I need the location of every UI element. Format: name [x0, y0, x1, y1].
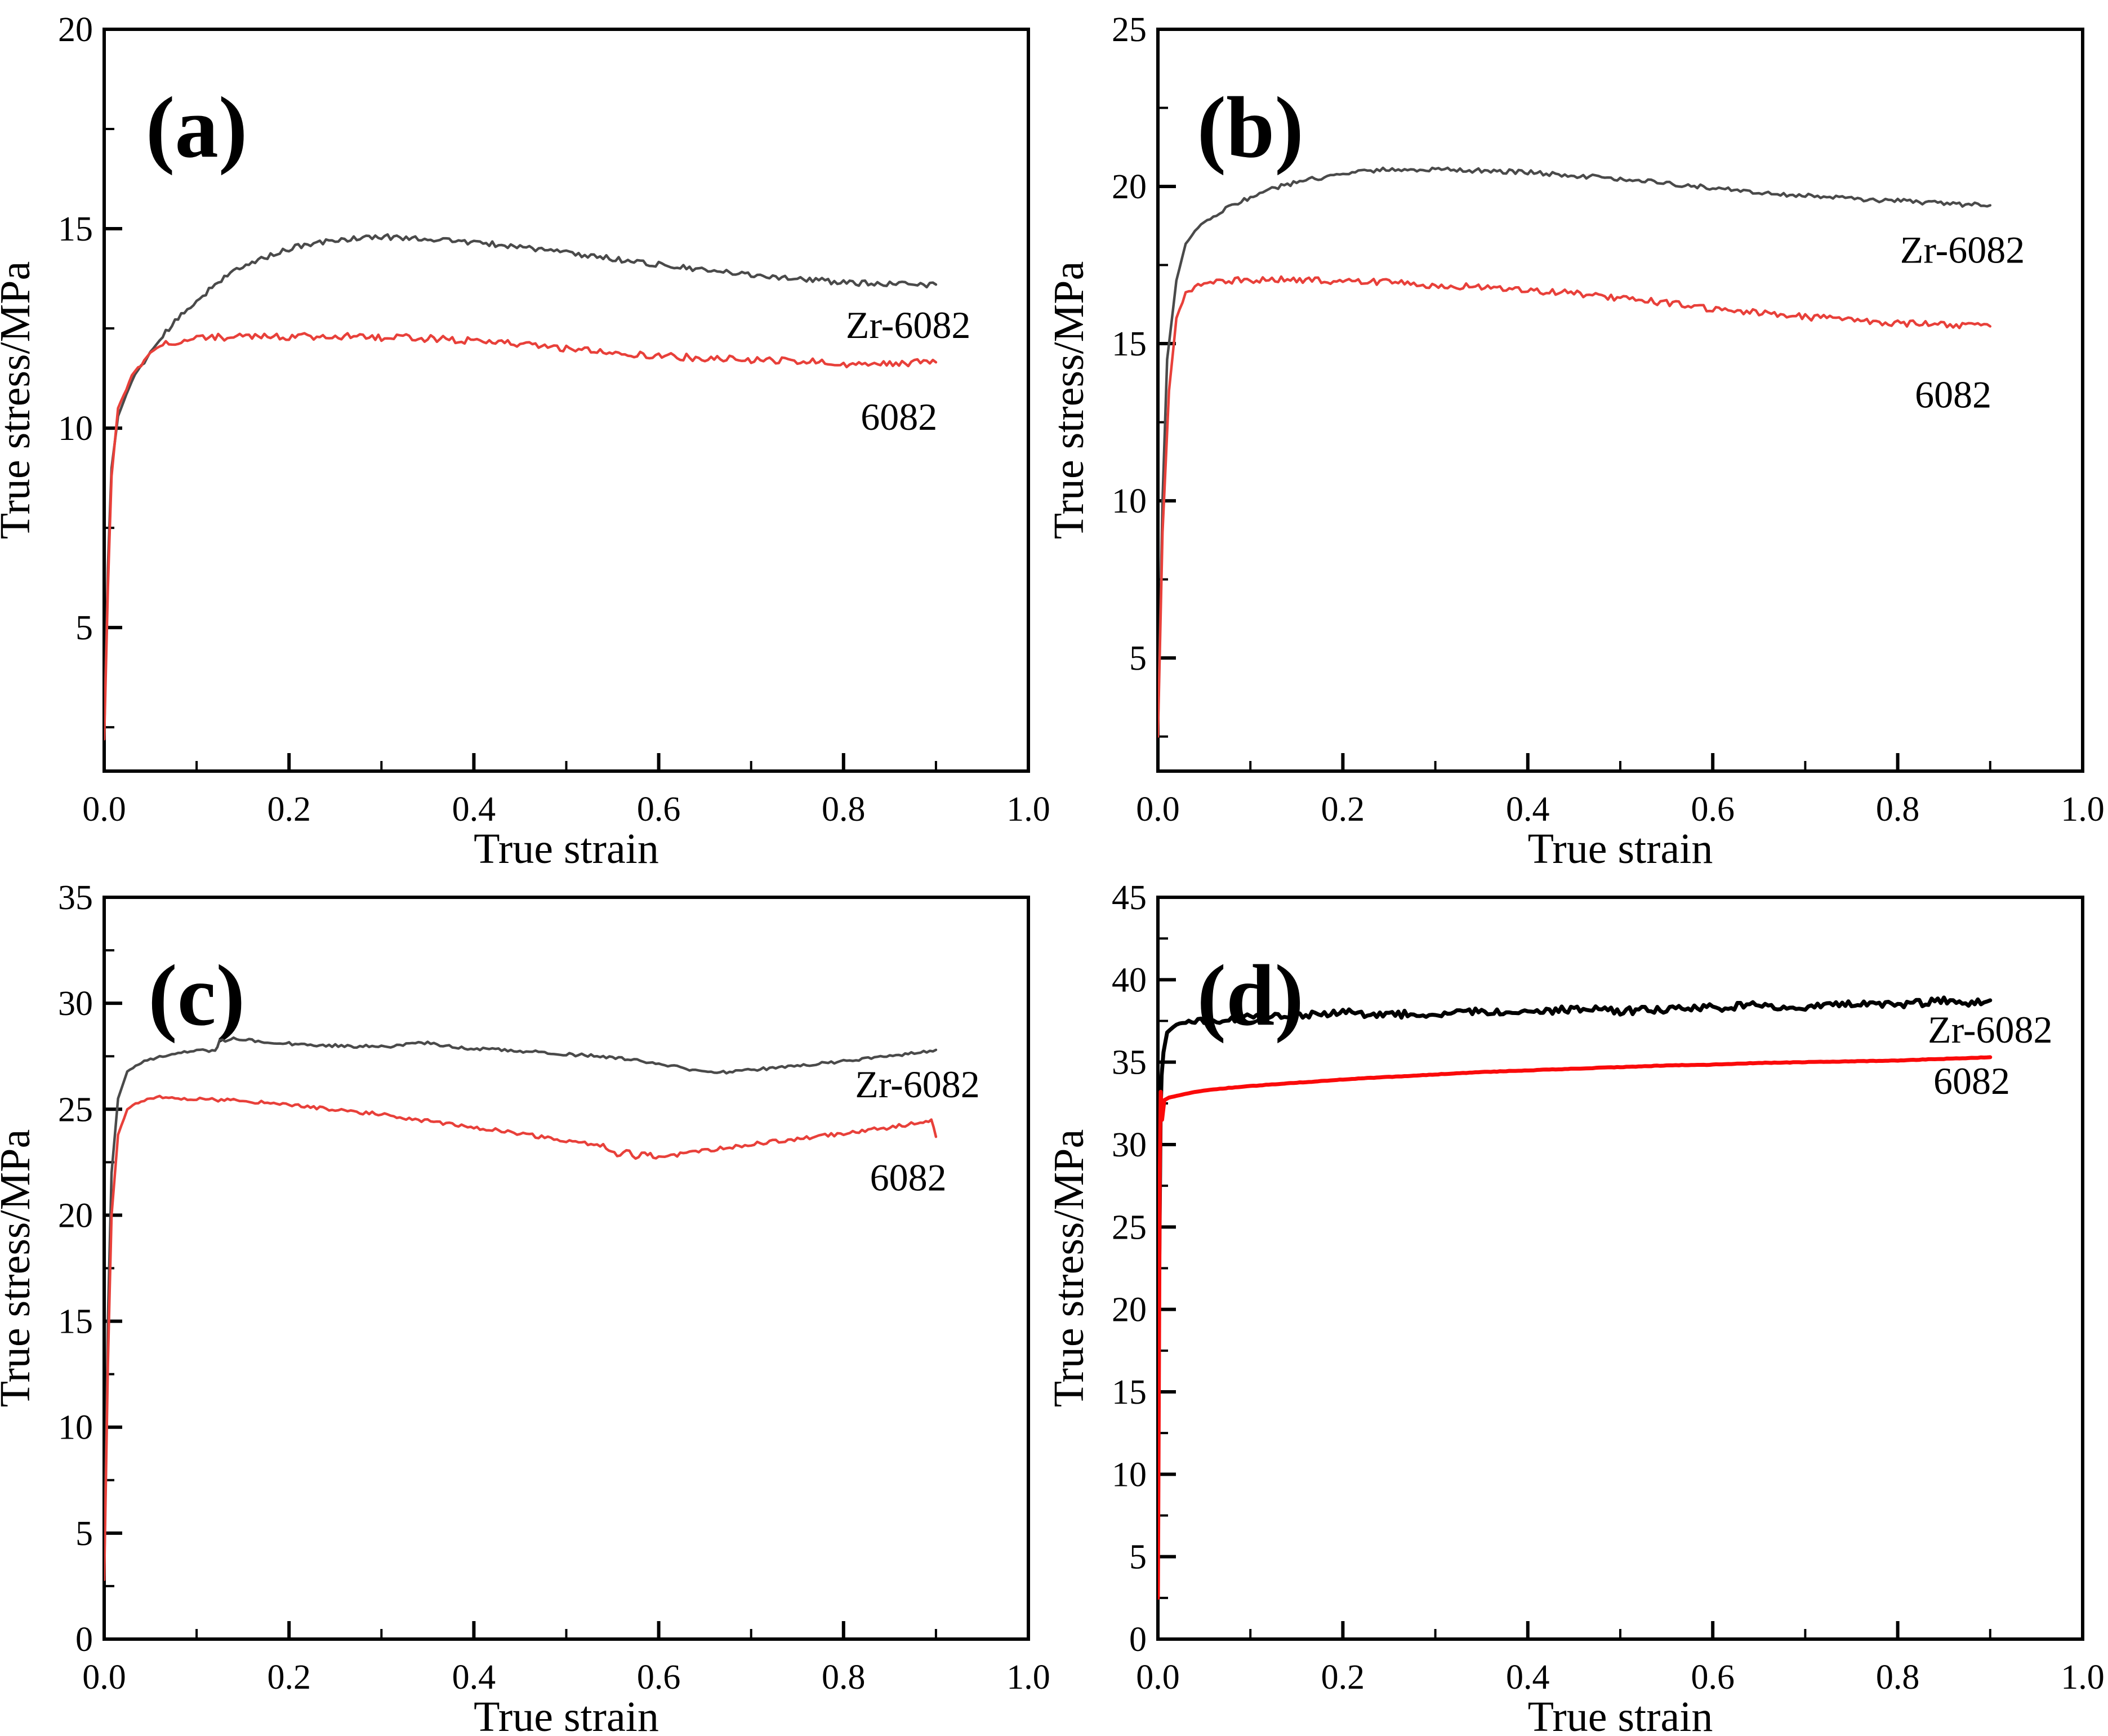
x-tick-label: 0.2 — [267, 1658, 311, 1697]
y-tick-label: 15 — [1112, 1373, 1147, 1412]
y-axis-title: True stress/MPa — [1054, 261, 1093, 539]
y-tick-label: 45 — [1112, 879, 1147, 917]
y-tick-label: 35 — [1112, 1044, 1147, 1082]
series-label-zr-6082: Zr-6082 — [1928, 1008, 2052, 1051]
y-tick-label: 5 — [1129, 1538, 1147, 1577]
x-tick-label: 0.4 — [452, 790, 496, 829]
x-tick-label: 1.0 — [2061, 1658, 2105, 1697]
x-tick-label: 0.4 — [1506, 790, 1550, 829]
y-tick-label: 20 — [1112, 1291, 1147, 1329]
x-axis-title: True strain — [1528, 825, 1713, 868]
series-curve-zr-6082 — [1158, 166, 1992, 735]
x-tick-label: 1.0 — [2061, 790, 2105, 829]
x-axis-title: True strain — [474, 1693, 659, 1736]
y-tick-label: 5 — [75, 1515, 93, 1553]
series-curve-6082 — [1158, 1055, 1993, 1600]
y-tick-label: 10 — [1112, 1455, 1147, 1494]
x-tick-label: 0.2 — [1321, 1658, 1365, 1697]
x-tick-label: 1.0 — [1006, 790, 1050, 829]
x-tick-label: 1.0 — [1006, 1658, 1050, 1697]
panel-letter: (c) — [148, 947, 245, 1044]
panel-d: 0.0 0.2 0.4 0.6 0.8 1.0 0 5 10 15 20 25 30 35 40 45 True… — [1054, 868, 2108, 1736]
x-tick-label: 0.8 — [1876, 790, 1920, 829]
y-tick-label: 10 — [58, 409, 93, 448]
y-tick-label: 15 — [58, 210, 93, 248]
y-tick-label: 35 — [58, 879, 93, 917]
series-label-zr-6082: Zr-6082 — [855, 1063, 979, 1106]
y-tick-label: 0 — [75, 1621, 93, 1659]
panel-a: 0.0 0.2 0.4 0.6 0.8 1.0 5 10 15 20 True strain True… — [0, 0, 1054, 868]
series-label-6082: 6082 — [1933, 1060, 2010, 1102]
panel-letter: (a) — [146, 79, 248, 176]
y-tick-label: 5 — [75, 609, 93, 647]
y-tick-label: 0 — [1129, 1621, 1147, 1659]
series-label-6082: 6082 — [1915, 373, 1991, 416]
y-tick-label: 30 — [1112, 1126, 1147, 1164]
x-tick-label: 0.6 — [637, 1658, 681, 1697]
series-label-6082: 6082 — [861, 395, 937, 438]
y-tick-label: 10 — [1112, 482, 1147, 520]
y-tick-label: 20 — [1112, 168, 1147, 206]
series-label-zr-6082: Zr-6082 — [846, 304, 970, 346]
series-curve-6082 — [104, 332, 938, 741]
y-tick-label: 15 — [1112, 325, 1147, 363]
series-curve-zr-6082 — [1158, 995, 1993, 1526]
x-tick-label: 0.6 — [1691, 1658, 1735, 1697]
y-axis-title: True stress/MPa — [0, 1129, 39, 1407]
x-axis-title: True strain — [1528, 1693, 1713, 1736]
series-curve-6082 — [1158, 275, 1992, 738]
x-tick-label: 0.6 — [637, 790, 681, 829]
x-tick-label: 0.0 — [82, 1658, 126, 1697]
x-tick-label: 0.0 — [1136, 790, 1180, 829]
y-tick-label: 25 — [58, 1090, 93, 1129]
y-tick-label: 10 — [58, 1409, 93, 1447]
y-tick-label: 20 — [58, 11, 93, 49]
x-tick-label: 0.8 — [822, 790, 866, 829]
y-tick-label: 20 — [58, 1196, 93, 1235]
panel-letter: (b) — [1197, 79, 1303, 176]
y-tick-label: 5 — [1129, 639, 1147, 678]
panel-letter: (d) — [1197, 947, 1303, 1044]
x-tick-label: 0.0 — [82, 790, 126, 829]
x-tick-label: 0.2 — [267, 790, 311, 829]
x-tick-label: 0.4 — [1506, 1658, 1550, 1697]
series-label-zr-6082: Zr-6082 — [1900, 229, 2025, 271]
y-tick-label: 30 — [58, 985, 93, 1023]
series-curve-zr-6082 — [104, 233, 938, 737]
x-tick-label: 0.8 — [822, 1658, 866, 1697]
y-tick-label: 15 — [58, 1303, 93, 1341]
x-tick-label: 0.8 — [1876, 1658, 1920, 1697]
y-axis-title: True stress/MPa — [1054, 1129, 1093, 1407]
x-tick-label: 0.6 — [1691, 790, 1735, 829]
x-axis-title: True strain — [474, 825, 659, 868]
series-curve-zr-6082 — [104, 1036, 938, 1577]
x-tick-label: 0.4 — [452, 1658, 496, 1697]
panel-c: 0.0 0.2 0.4 0.6 0.8 1.0 0 5 10 15 20 25 30 35 True str… — [0, 868, 1054, 1736]
x-tick-label: 0.2 — [1321, 790, 1365, 829]
x-tick-label: 0.0 — [1136, 1658, 1180, 1697]
y-tick-label: 25 — [1112, 1208, 1147, 1247]
panel-b: 0.0 0.2 0.4 0.6 0.8 1.0 5 10 15 20 25 True strain Tr… — [1054, 0, 2108, 868]
y-tick-label: 25 — [1112, 11, 1147, 49]
y-axis-title: True stress/MPa — [0, 261, 39, 539]
series-label-6082: 6082 — [870, 1156, 947, 1199]
y-tick-label: 40 — [1112, 961, 1147, 999]
series-curve-6082 — [104, 1094, 938, 1581]
